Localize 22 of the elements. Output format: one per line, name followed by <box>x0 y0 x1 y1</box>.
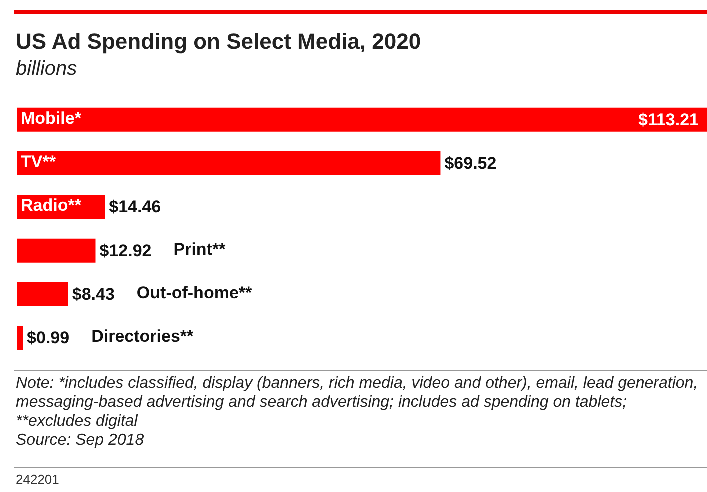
bar <box>17 326 24 350</box>
data-label: $69.52 <box>444 154 497 173</box>
y-tick-label: Mobile* <box>21 108 82 128</box>
bar <box>17 282 68 306</box>
y-tick-label: Out-of-home** <box>136 284 253 302</box>
chart-title: US Ad Spending on Select Media, 2020 <box>16 29 422 55</box>
data-label: $113.21 <box>638 110 699 130</box>
data-label: $0.99 <box>27 328 70 348</box>
text: Note: *includes classified, display (banners, rich media, video and other), email, lead generation, messaging-based advertising and search advertising; includes ad spending on tablets; **excludes digital <box>16 374 700 431</box>
y-tick-label: Print** <box>174 240 226 259</box>
y-tick-label: Directories** <box>92 327 194 346</box>
bar <box>17 152 441 176</box>
y-tick-label: TV** <box>21 152 56 172</box>
data-label: $12.92 <box>100 241 152 260</box>
y-tick-label: Radio** <box>21 196 82 216</box>
chart-subtitle: billions <box>16 58 78 81</box>
data-label: $14.46 <box>109 198 162 217</box>
bar <box>17 238 96 263</box>
source-note: Source: Sep 2018 <box>16 431 146 450</box>
data-label: $8.43 <box>72 285 115 304</box>
bar <box>17 108 707 132</box>
text: 242201 <box>16 472 60 487</box>
